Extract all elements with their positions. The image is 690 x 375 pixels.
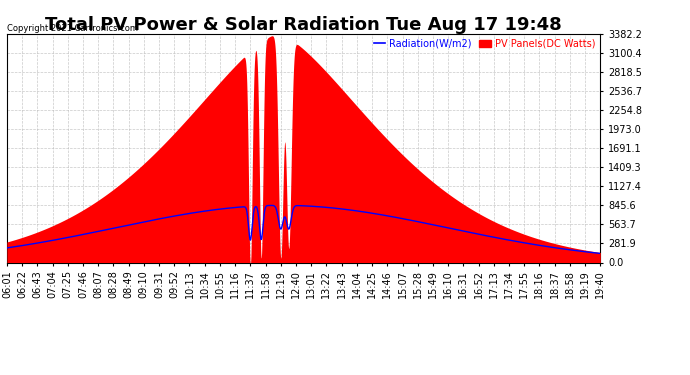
Title: Total PV Power & Solar Radiation Tue Aug 17 19:48: Total PV Power & Solar Radiation Tue Aug… (46, 16, 562, 34)
Text: Copyright 2021 Cartronics.com: Copyright 2021 Cartronics.com (8, 24, 139, 33)
Legend: Radiation(W/m2), PV Panels(DC Watts): Radiation(W/m2), PV Panels(DC Watts) (373, 39, 595, 49)
